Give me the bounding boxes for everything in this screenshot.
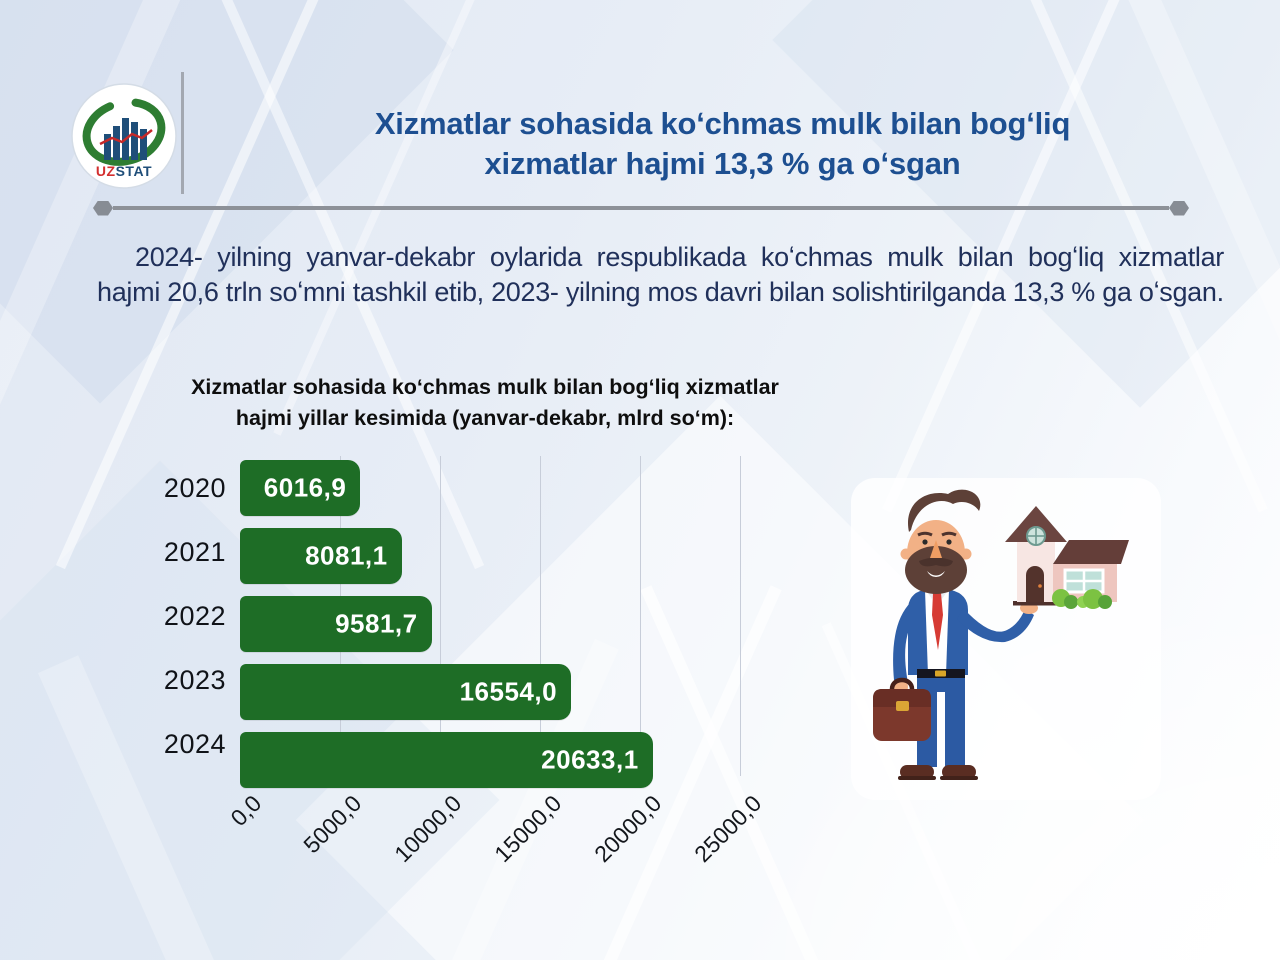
intro-paragraph: 2024- yilning yanvar-dekabr oylarida res… — [97, 242, 1224, 307]
x-tick-label: 0,0 — [225, 790, 267, 832]
divider-line — [113, 206, 1169, 210]
chart-rows: 6016,9 8081,1 9581,7 16554,0 20633,1 — [240, 460, 740, 796]
year-label: 2024 — [163, 728, 226, 759]
bg-stripe — [273, 0, 525, 436]
page-title-line2: xizmatlar hajmi 13,3 % ga oʻsgan — [484, 146, 961, 181]
uzstat-logo-icon: UZSTAT — [70, 82, 178, 190]
bar-value-label: 20633,1 — [541, 744, 639, 775]
chart-row: 8081,1 — [240, 528, 740, 592]
bar: 16554,0 — [240, 664, 572, 720]
gridline — [740, 456, 741, 776]
x-tick-label: 10000,0 — [389, 790, 467, 868]
page-title-line1: Xizmatlar sohasida koʻchmas mulk bilan b… — [374, 106, 1071, 141]
beard — [905, 546, 967, 594]
tie — [932, 593, 943, 650]
chart-row: 16554,0 — [240, 664, 740, 728]
bg-stripe — [1097, 0, 1280, 442]
bar: 9581,7 — [240, 596, 432, 652]
chart-title-line1: Xizmatlar sohasida koʻchmas mulk bilan b… — [191, 375, 779, 399]
house-roof — [1005, 506, 1067, 542]
divider-hexagon-left — [93, 200, 113, 216]
bar-chart: 2020 2021 2022 2023 2024 6016,9 8081,1 9581,7 1… — [163, 456, 848, 896]
bar: 8081,1 — [240, 528, 402, 584]
year-label: 2020 — [163, 472, 226, 503]
bar-value-label: 9581,7 — [335, 608, 418, 639]
divider-hexagon-right — [1169, 200, 1189, 216]
bar: 20633,1 — [240, 732, 653, 788]
x-tick-label: 15000,0 — [489, 790, 567, 868]
chart-title-line2: hajmi yillar kesimida (yanvar-dekabr, ml… — [235, 406, 735, 430]
vertical-divider — [181, 72, 184, 194]
svg-text:UZSTAT: UZSTAT — [96, 163, 152, 179]
realtor-illustration — [845, 478, 1165, 808]
chart-row: 9581,7 — [240, 596, 740, 660]
x-tick-label: 5000,0 — [298, 790, 367, 859]
horizontal-divider — [93, 200, 1189, 216]
page-title: Xizmatlar sohasida koʻchmas mulk bilan b… — [205, 104, 1240, 184]
bar: 6016,9 — [240, 460, 361, 516]
logo-uz-text: UZ — [96, 163, 116, 179]
year-labels: 2020 2021 2022 2023 2024 — [163, 456, 240, 776]
x-tick-label: 20000,0 — [589, 790, 667, 868]
bar-value-label: 16554,0 — [459, 676, 558, 707]
hair — [907, 489, 981, 532]
chart-row: 20633,1 — [240, 732, 740, 796]
bushes — [1052, 589, 1112, 609]
logo-stat-text: STAT — [116, 163, 152, 179]
bar-value-label: 8081,1 — [305, 540, 388, 571]
chart-title: Xizmatlar sohasida koʻchmas mulk bilan b… — [138, 372, 832, 434]
chart-row: 6016,9 — [240, 460, 740, 524]
x-tick-label: 25000,0 — [689, 790, 767, 868]
year-label: 2021 — [163, 536, 226, 567]
year-label: 2023 — [163, 664, 226, 695]
year-label: 2022 — [163, 600, 226, 631]
plot-area: 6016,9 8081,1 9581,7 16554,0 20633,1 — [240, 456, 741, 788]
bar-value-label: 6016,9 — [263, 472, 347, 503]
